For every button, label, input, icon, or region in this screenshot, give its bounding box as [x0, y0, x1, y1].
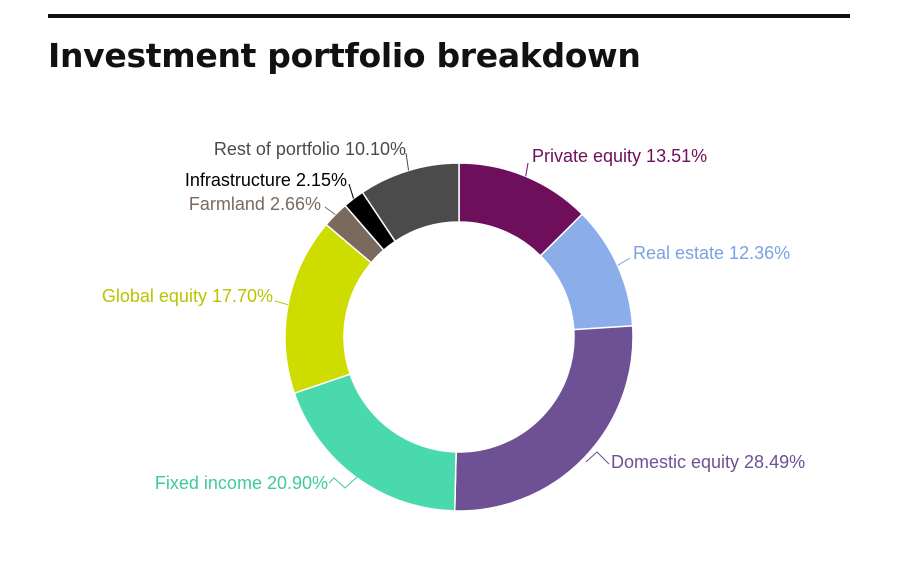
- leader-real-estate: [617, 257, 631, 266]
- top-rule: [48, 14, 850, 18]
- leader-farmland: [324, 206, 336, 216]
- label-fixed-income: Fixed income 20.90%: [155, 473, 328, 493]
- label-global-equity: Global equity 17.70%: [102, 286, 273, 306]
- label-real-estate: Real estate 12.36%: [633, 243, 790, 263]
- leader-fixed-income: [328, 476, 358, 489]
- leader-private-equity: [525, 162, 529, 177]
- label-infrastructure: Infrastructure 2.15%: [185, 170, 347, 190]
- leader-infrastructure: [348, 183, 355, 199]
- label-rest-of-portfolio: Rest of portfolio 10.10%: [214, 139, 406, 159]
- leader-lines: [274, 152, 631, 489]
- slice-labels: Private equity 13.51% Real estate 12.36% D…: [102, 139, 805, 493]
- label-private-equity: Private equity 13.51%: [532, 146, 707, 166]
- leader-rest-of-portfolio: [405, 152, 410, 171]
- slice-rest-of-portfolio[interactable]: [361, 162, 460, 243]
- donut-slices: [284, 162, 634, 512]
- leader-domestic-equity: [585, 451, 610, 465]
- label-farmland: Farmland 2.66%: [189, 194, 321, 214]
- leader-global-equity: [274, 300, 289, 306]
- slice-domestic-equity[interactable]: [453, 325, 634, 512]
- chart-title: Investment portfolio breakdown: [48, 36, 641, 75]
- label-domestic-equity: Domestic equity 28.49%: [611, 452, 805, 472]
